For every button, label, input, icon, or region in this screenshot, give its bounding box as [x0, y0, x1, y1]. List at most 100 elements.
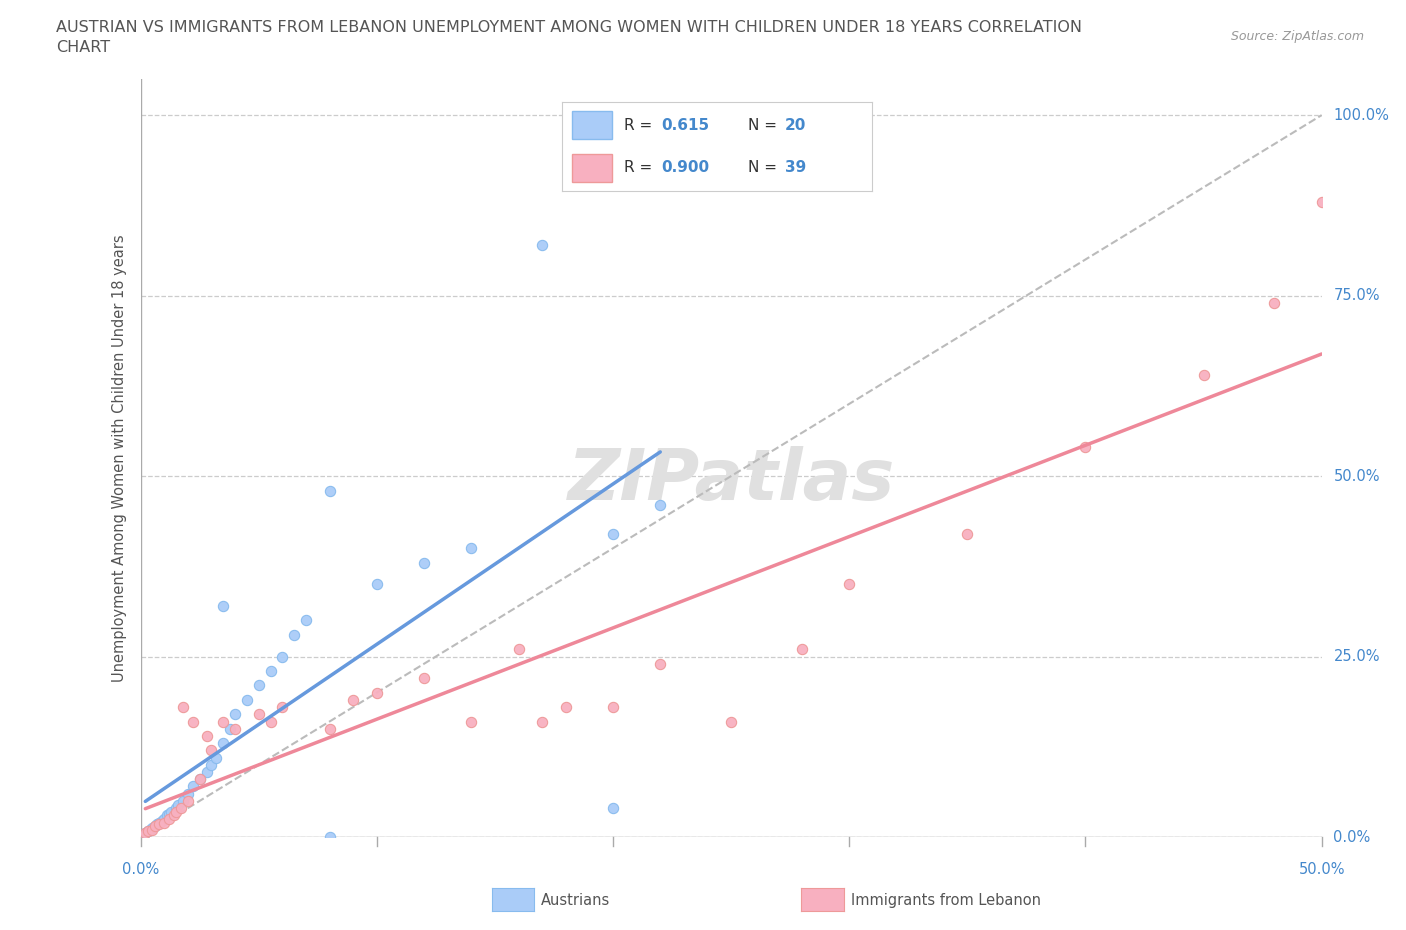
Point: [259, 714, 281, 729]
Point: [212, 736, 235, 751]
Point: [141, 822, 163, 837]
Point: [219, 722, 242, 737]
Point: [366, 685, 388, 700]
Point: [195, 764, 218, 779]
Text: 20: 20: [785, 118, 807, 133]
Point: [259, 663, 281, 678]
Text: N =: N =: [748, 160, 782, 175]
Point: [247, 678, 270, 693]
Point: [153, 812, 176, 827]
Point: [342, 693, 364, 708]
Text: 0.900: 0.900: [661, 160, 710, 175]
Text: 39: 39: [785, 160, 807, 175]
Point: [790, 642, 813, 657]
Point: [139, 822, 162, 837]
Text: 0.0%: 0.0%: [122, 862, 159, 877]
Point: [602, 526, 624, 541]
Point: [413, 555, 436, 570]
Point: [236, 693, 259, 708]
Point: [1074, 440, 1097, 455]
Point: [181, 714, 204, 729]
Point: [157, 812, 180, 827]
Point: [602, 699, 624, 714]
Point: [554, 699, 576, 714]
Point: [181, 779, 204, 794]
Point: [136, 824, 159, 839]
Point: [160, 804, 183, 819]
Text: N =: N =: [748, 118, 782, 133]
Point: [153, 815, 176, 830]
Point: [165, 804, 187, 819]
Y-axis label: Unemployment Among Women with Children Under 18 years: Unemployment Among Women with Children U…: [111, 234, 127, 682]
Point: [188, 772, 211, 787]
Point: [956, 526, 979, 541]
Point: [200, 743, 222, 758]
Text: CHART: CHART: [56, 40, 110, 55]
Point: [195, 728, 218, 743]
FancyBboxPatch shape: [572, 153, 612, 182]
Point: [170, 801, 193, 816]
Point: [318, 830, 340, 844]
Text: R =: R =: [624, 118, 658, 133]
Point: [460, 714, 482, 729]
Point: [141, 821, 163, 836]
Point: [247, 707, 270, 722]
Point: [212, 599, 235, 614]
Point: [172, 699, 194, 714]
Point: [1310, 194, 1333, 209]
FancyBboxPatch shape: [572, 112, 612, 140]
Text: R =: R =: [624, 160, 658, 175]
Point: [224, 722, 246, 737]
Text: 50.0%: 50.0%: [1333, 469, 1379, 484]
Point: [172, 793, 194, 808]
Point: [283, 628, 305, 643]
Point: [295, 613, 318, 628]
Point: [366, 577, 388, 591]
Point: [143, 818, 166, 833]
Point: [212, 714, 235, 729]
Point: [318, 722, 340, 737]
Point: [838, 577, 860, 591]
Point: [224, 707, 246, 722]
Text: ZIPatlas: ZIPatlas: [568, 446, 894, 515]
Point: [188, 772, 211, 787]
Text: AUSTRIAN VS IMMIGRANTS FROM LEBANON UNEMPLOYMENT AMONG WOMEN WITH CHILDREN UNDER: AUSTRIAN VS IMMIGRANTS FROM LEBANON UNEM…: [56, 20, 1083, 35]
Text: 50.0%: 50.0%: [1298, 862, 1346, 877]
Point: [413, 671, 436, 685]
Point: [318, 483, 340, 498]
Point: [650, 498, 672, 512]
Text: 0.615: 0.615: [661, 118, 710, 133]
Point: [200, 757, 222, 772]
Point: [167, 797, 190, 812]
Text: 75.0%: 75.0%: [1333, 288, 1379, 303]
Point: [157, 806, 180, 821]
Point: [134, 826, 156, 841]
Point: [650, 657, 672, 671]
Text: 0.0%: 0.0%: [1333, 830, 1371, 844]
Point: [460, 541, 482, 556]
Point: [1192, 367, 1215, 382]
Point: [531, 238, 554, 253]
Point: [1263, 296, 1285, 311]
Point: [531, 714, 554, 729]
Point: [155, 808, 177, 823]
Point: [271, 699, 294, 714]
Text: Source: ZipAtlas.com: Source: ZipAtlas.com: [1230, 30, 1364, 43]
Point: [177, 793, 200, 808]
Point: [148, 817, 170, 831]
Point: [136, 824, 159, 839]
Point: [720, 714, 742, 729]
Point: [602, 801, 624, 816]
Point: [134, 826, 156, 841]
Point: [143, 818, 166, 833]
Text: Immigrants from Lebanon: Immigrants from Lebanon: [851, 893, 1040, 908]
Point: [508, 642, 530, 657]
Point: [148, 815, 170, 830]
Point: [177, 786, 200, 801]
Point: [205, 751, 228, 765]
Text: 100.0%: 100.0%: [1333, 108, 1389, 123]
Point: [271, 649, 294, 664]
Point: [146, 817, 169, 831]
Text: Austrians: Austrians: [541, 893, 610, 908]
Point: [150, 814, 173, 829]
